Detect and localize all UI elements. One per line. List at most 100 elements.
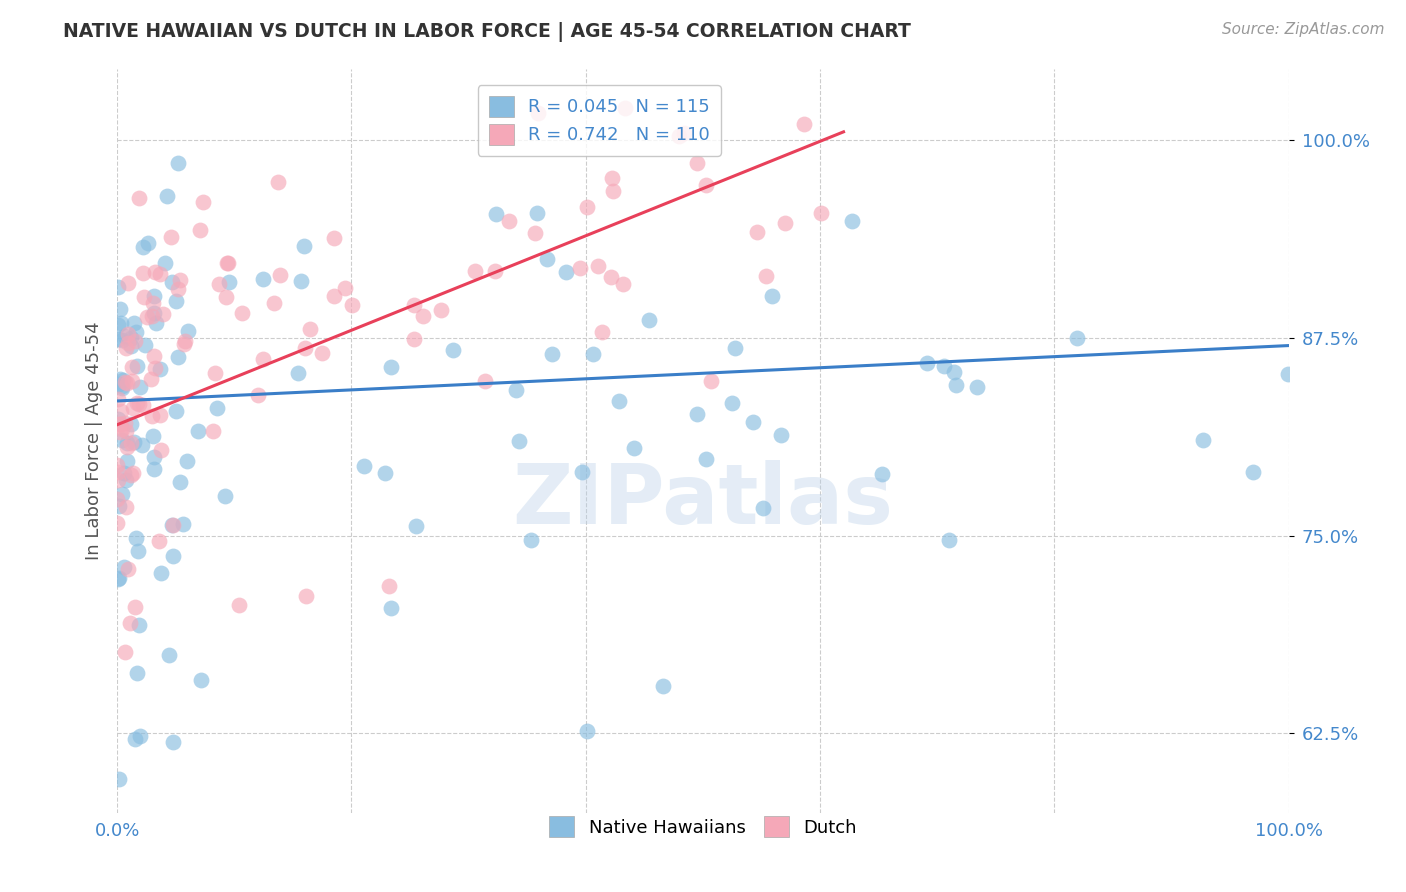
Point — [485, 207, 508, 221]
Point — [120, 417, 142, 431]
Point — [263, 296, 285, 310]
Point — [269, 268, 291, 282]
Point — [114, 466, 136, 480]
Point — [139, 372, 162, 386]
Point — [637, 312, 659, 326]
Point — [136, 236, 159, 251]
Point — [108, 772, 131, 787]
Point — [162, 549, 184, 564]
Point — [167, 350, 190, 364]
Point — [150, 566, 173, 580]
Point — [107, 465, 129, 479]
Point — [111, 333, 134, 347]
Point — [108, 425, 131, 439]
Point — [292, 239, 315, 253]
Point — [105, 458, 128, 472]
Point — [108, 417, 131, 431]
Point — [117, 276, 139, 290]
Point — [132, 240, 155, 254]
Point — [686, 407, 709, 421]
Point — [290, 273, 312, 287]
Point — [111, 381, 134, 395]
Point — [124, 531, 146, 545]
Point — [160, 275, 183, 289]
Point — [380, 601, 402, 615]
Point — [110, 316, 132, 330]
Point — [134, 290, 156, 304]
Point — [127, 396, 149, 410]
Point — [441, 343, 464, 357]
Point — [252, 351, 274, 366]
Point — [115, 425, 138, 439]
Point — [128, 617, 150, 632]
Point — [122, 401, 145, 415]
Point — [108, 499, 131, 513]
Point — [149, 408, 172, 422]
Point — [142, 295, 165, 310]
Point — [755, 268, 778, 283]
Point — [165, 404, 187, 418]
Point — [107, 412, 129, 426]
Point — [695, 451, 717, 466]
Point — [111, 422, 134, 436]
Text: NATIVE HAWAIIAN VS DUTCH IN LABOR FORCE | AGE 45-54 CORRELATION CHART: NATIVE HAWAIIAN VS DUTCH IN LABOR FORCE … — [63, 22, 911, 42]
Point — [1066, 331, 1088, 345]
Point — [938, 533, 960, 547]
Point — [169, 475, 191, 489]
Point — [108, 377, 131, 392]
Point — [149, 267, 172, 281]
Point — [153, 256, 176, 270]
Point — [747, 226, 769, 240]
Point — [132, 266, 155, 280]
Point — [121, 466, 143, 480]
Point — [190, 673, 212, 688]
Point — [112, 560, 135, 574]
Point — [353, 459, 375, 474]
Point — [602, 170, 624, 185]
Point — [110, 404, 132, 418]
Point — [810, 205, 832, 219]
Point — [519, 533, 541, 547]
Point — [474, 374, 496, 388]
Point — [111, 372, 134, 386]
Point — [120, 435, 142, 450]
Point — [167, 156, 190, 170]
Point — [252, 271, 274, 285]
Point — [215, 256, 238, 270]
Point — [152, 307, 174, 321]
Point — [173, 336, 195, 351]
Point — [1192, 433, 1215, 447]
Point — [111, 379, 134, 393]
Point — [404, 298, 426, 312]
Point — [405, 519, 427, 533]
Point — [527, 106, 550, 120]
Point — [156, 189, 179, 203]
Point — [167, 282, 190, 296]
Point — [122, 435, 145, 450]
Point — [380, 359, 402, 374]
Point — [141, 309, 163, 323]
Point — [120, 330, 142, 344]
Point — [176, 454, 198, 468]
Point — [769, 428, 792, 442]
Point — [142, 289, 165, 303]
Point — [120, 339, 142, 353]
Point — [571, 465, 593, 479]
Point — [841, 214, 863, 228]
Point — [188, 222, 211, 236]
Point — [526, 205, 548, 219]
Point — [228, 598, 250, 612]
Point — [131, 437, 153, 451]
Point — [340, 298, 363, 312]
Point — [311, 346, 333, 360]
Point — [117, 327, 139, 342]
Point — [498, 214, 520, 228]
Point — [134, 338, 156, 352]
Y-axis label: In Labor Force | Age 45-54: In Labor Force | Age 45-54 — [86, 321, 103, 560]
Point — [540, 347, 562, 361]
Point — [121, 359, 143, 374]
Point — [115, 376, 138, 391]
Point — [568, 260, 591, 275]
Point — [107, 473, 129, 487]
Point — [132, 398, 155, 412]
